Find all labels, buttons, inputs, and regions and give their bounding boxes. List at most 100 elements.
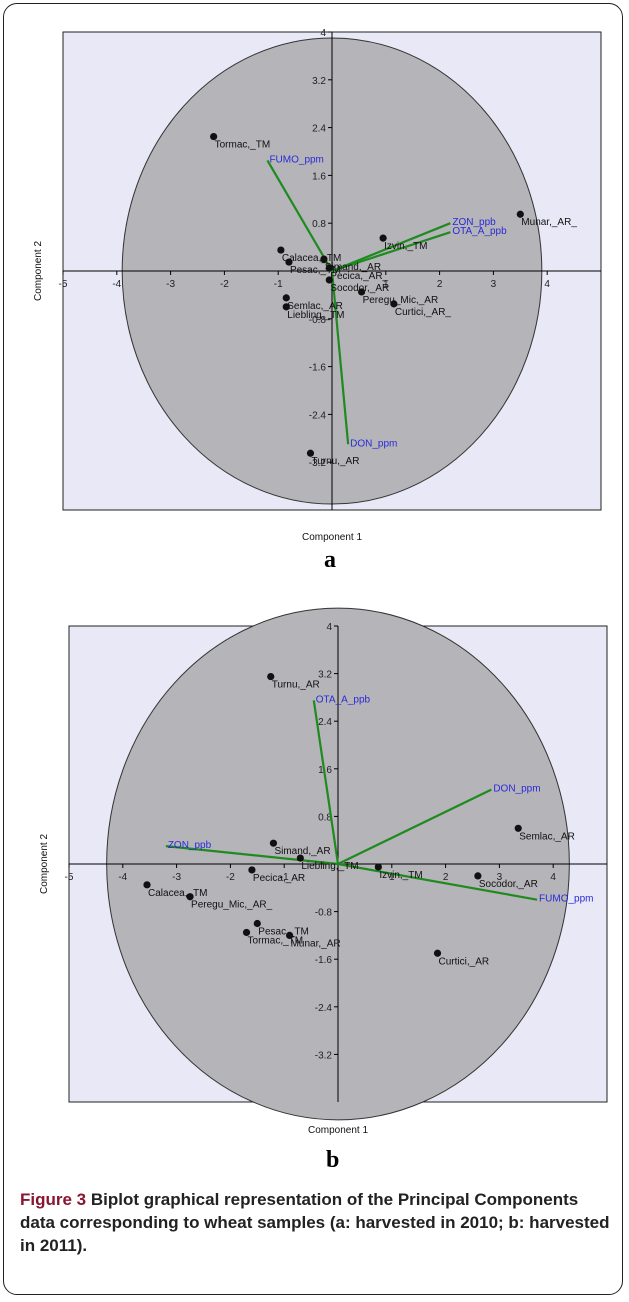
data-point: [248, 866, 256, 874]
data-point: [325, 276, 333, 284]
data-point: [277, 246, 285, 254]
point-label: Turnu,_AR: [311, 456, 359, 467]
vector-label: OTA_A_ppb: [316, 694, 371, 705]
y-tick-label: 2.4: [312, 124, 326, 135]
data-point: [306, 449, 315, 457]
x-tick-label: -4: [118, 872, 127, 883]
point-label: Simand,_AR: [274, 846, 330, 857]
data-point: [285, 258, 293, 266]
x-tick-label: -5: [59, 279, 68, 290]
point-label: Semlac,_AR: [519, 831, 575, 842]
point-label: Curtici,_AR_: [395, 307, 452, 318]
point-label: Pecica,_AR: [253, 873, 305, 884]
x-axis-label: Component 1: [308, 1125, 368, 1136]
x-tick-label: 4: [550, 872, 556, 883]
figure-number: Figure 3: [20, 1190, 87, 1209]
y-tick-label: -0.8: [315, 908, 333, 919]
point-label: Pesac,_TM: [258, 927, 309, 938]
point-label: Peregu_Mic,_AR: [363, 295, 439, 306]
data-point: [320, 255, 328, 263]
y-tick-label: -0.8: [309, 315, 327, 326]
x-tick-label: 4: [544, 279, 550, 290]
data-point: [474, 872, 482, 880]
y-tick-label: -1.6: [309, 363, 327, 374]
point-label: Izvin,_TM: [384, 241, 427, 252]
x-tick-label: -3: [166, 279, 175, 290]
data-point: [433, 949, 442, 957]
point-label: Curtici,_AR: [439, 956, 490, 967]
data-point: [357, 288, 366, 296]
point-label: Calacea,_TM: [282, 253, 341, 264]
vector-label: ZON_ppb: [168, 840, 212, 851]
y-tick-label: 4: [326, 622, 332, 633]
panel-label-a: a: [324, 547, 336, 573]
y-tick-label: 2.4: [318, 717, 332, 728]
loading-vector: [337, 862, 538, 901]
y-tick-label: 1.6: [312, 171, 326, 182]
loading-vector: [266, 159, 333, 272]
data-point: [210, 132, 218, 141]
y-tick-label: -2.4: [315, 1003, 333, 1014]
loading-vector: [337, 788, 492, 865]
point-label: Liebling,_TM: [287, 310, 344, 321]
data-point: [242, 928, 251, 937]
vector-label: FUMO_ppm: [539, 894, 593, 905]
point-label: Tormac,_TM: [248, 935, 304, 946]
x-tick-label: 3: [491, 279, 497, 290]
y-tick-label: 3.2: [318, 670, 332, 681]
y-tick-label: -2.4: [309, 410, 327, 421]
point-label: Munar,_AR: [291, 938, 341, 949]
y-axis-label: Component 2: [39, 834, 50, 894]
data-point: [267, 672, 275, 681]
x-tick-label: 2: [437, 279, 443, 290]
y-tick-label: 0.8: [312, 219, 326, 230]
data-point: [282, 303, 290, 311]
x-axis-label: Component 1: [302, 532, 362, 543]
data-point: [143, 881, 151, 889]
biplot-a: -5 -4 -3 -2 -1 1 2 3 4 -3.2 -2.4 -1.6 -0.8 0.8 1.6 2.4 3…: [0, 0, 629, 600]
data-point: [282, 294, 290, 302]
biplot-b-svg: -5 -4 -3 -2 -1 1 2 3 4 -3.2 -2.4 -1.6 -0.8 0.8 1.6 2.4 3…: [39, 607, 608, 1136]
caption-text: Biplot graphical representation of the P…: [20, 1190, 610, 1255]
vector-label: OTA_A_ppb: [452, 226, 507, 237]
point-label: Pecica,_AR_: [330, 271, 388, 282]
y-tick-label: 0.8: [318, 812, 332, 823]
point-label: Munar,_AR_: [521, 217, 577, 228]
data-point: [325, 264, 333, 272]
point-label: Turnu,_AR: [272, 680, 320, 691]
data-point: [374, 863, 382, 871]
x-tick-label: -1: [274, 279, 283, 290]
x-tick-label: -5: [65, 872, 74, 883]
x-tick-label: -2: [220, 279, 229, 290]
biplot-b: -5 -4 -3 -2 -1 1 2 3 4 -3.2 -2.4 -1.6 -0.8 0.8 1.6 2.4 3…: [0, 595, 629, 1195]
data-point: [186, 893, 194, 901]
loading-vector: [312, 700, 340, 865]
loading-vector: [331, 222, 451, 273]
point-label: Izvin,_TM: [379, 870, 422, 881]
x-tick-label: 1: [383, 279, 389, 290]
x-tick-label: -3: [172, 872, 181, 883]
x-tick-label: 2: [443, 872, 449, 883]
point-label: Pesac,_TM: [290, 265, 341, 276]
point-label: Socodor,_AR: [330, 283, 389, 294]
data-point: [390, 300, 398, 308]
x-tick-label: -2: [226, 872, 235, 883]
data-point: [253, 919, 261, 928]
vector-label: DON_ppm: [350, 438, 397, 449]
point-label: Calacea,_TM: [148, 888, 207, 899]
loading-vector: [331, 231, 451, 273]
point-label: Tormac,_TM: [215, 140, 271, 151]
y-axis-label: Component 2: [33, 241, 44, 301]
x-tick-label: 1: [389, 872, 395, 883]
data-point: [285, 931, 294, 939]
figure-caption: Figure 3 Biplot graphical representation…: [20, 1188, 610, 1257]
point-label: Socodor,_AR: [479, 879, 538, 890]
loading-vector: [330, 270, 350, 445]
point-label: Simand,_AR: [325, 262, 381, 273]
y-tick-label: -1.6: [315, 955, 333, 966]
vector-label: DON_ppm: [493, 784, 540, 795]
panel-label-b: b: [326, 1147, 340, 1173]
vector-label: ZON_ppb: [452, 217, 496, 228]
x-tick-label: -4: [112, 279, 121, 290]
biplot-a-svg: -5 -4 -3 -2 -1 1 2 3 4 -3.2 -2.4 -1.6 -0.8 0.8 1.6 2.4 3…: [33, 28, 602, 543]
